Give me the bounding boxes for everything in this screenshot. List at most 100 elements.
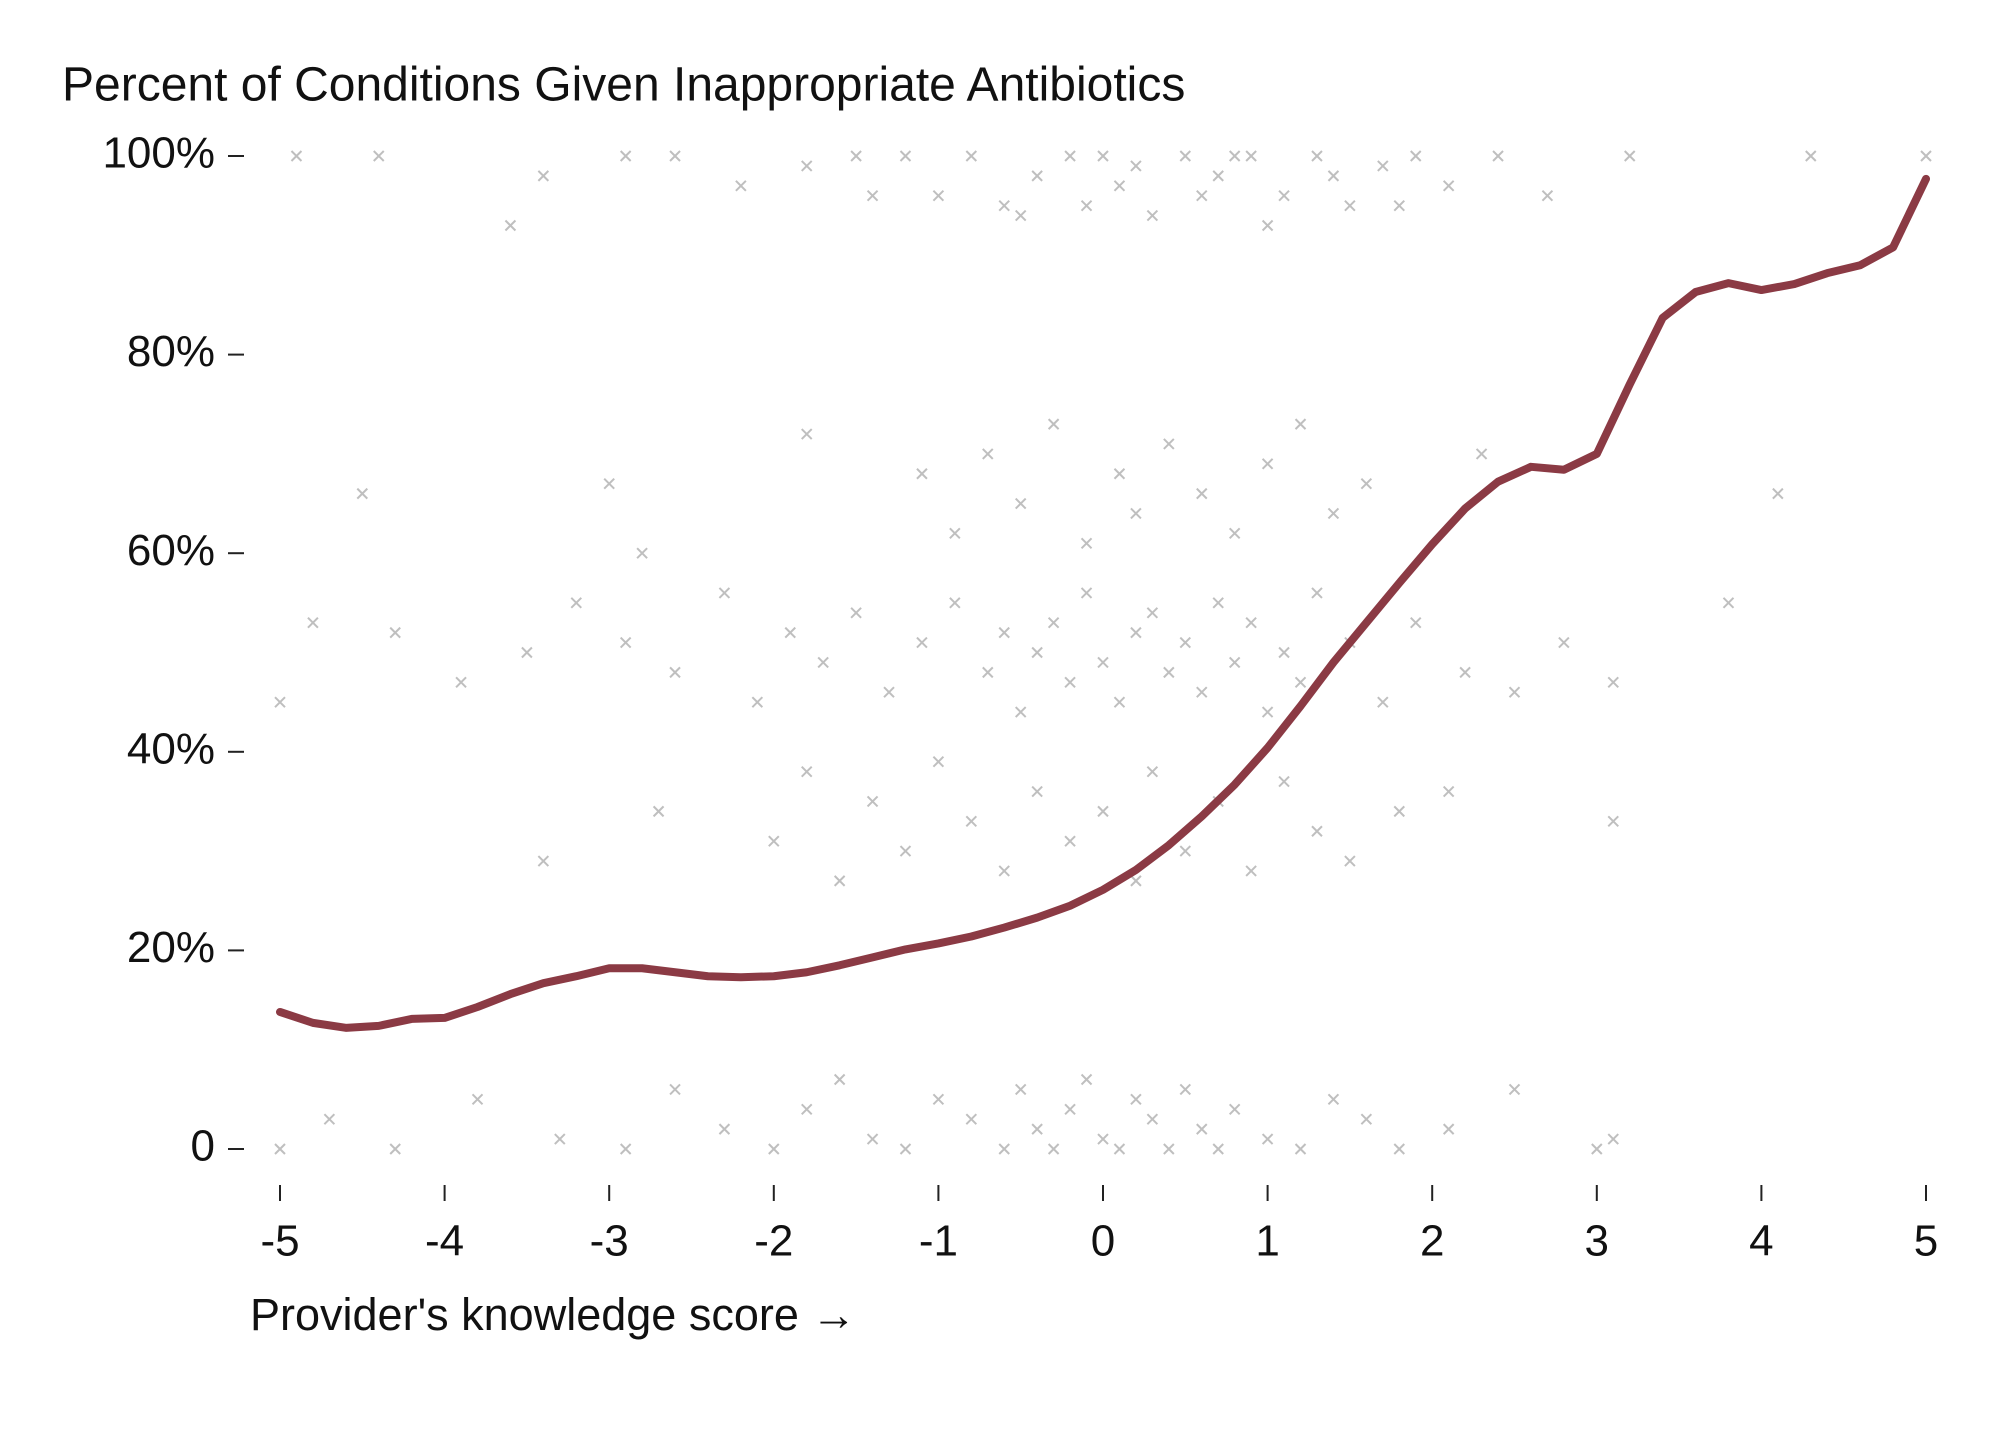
y-tick-label: 40%	[127, 724, 215, 773]
scatter-point	[965, 150, 978, 162]
scatter-point	[817, 656, 829, 669]
scatter-point	[1080, 1073, 1093, 1086]
trend-line	[276, 174, 1930, 1032]
scatter-point	[1196, 1123, 1208, 1135]
scatter-point	[1508, 686, 1521, 698]
scatter-point	[751, 696, 764, 708]
scatter-point	[1163, 1143, 1175, 1155]
scatter-point	[1624, 150, 1636, 162]
scatter-point	[1163, 666, 1175, 679]
scatter-point	[1261, 1133, 1274, 1145]
scatter-point	[1097, 805, 1109, 818]
scatter-point	[1097, 1133, 1109, 1145]
scatter-point	[1047, 617, 1060, 629]
scatter-point	[1311, 150, 1323, 162]
scatter-point	[1393, 805, 1405, 818]
scatter-point	[1179, 845, 1192, 857]
scatter-point	[1212, 170, 1224, 182]
y-tick-label: 0	[191, 1122, 215, 1171]
x-tick-label: -3	[590, 1217, 629, 1266]
scatter-point	[949, 527, 961, 540]
scatter-point	[1442, 785, 1455, 798]
scatter-point	[1508, 1083, 1521, 1096]
scatter-point	[768, 1143, 780, 1155]
scatter-point	[932, 190, 945, 202]
scatter-point	[1245, 865, 1257, 877]
scatter-point	[784, 626, 796, 639]
scatter-point	[1047, 1143, 1060, 1155]
scatter-point	[1410, 617, 1422, 629]
scatter-point	[1130, 875, 1142, 887]
scatter-point	[389, 626, 401, 639]
scatter-point	[1591, 1143, 1603, 1155]
scatter-point	[1442, 180, 1455, 192]
x-tick-label: 0	[1091, 1217, 1115, 1266]
scatter-point	[1212, 597, 1224, 609]
scatter-point	[1377, 696, 1389, 708]
scatter-point	[1130, 626, 1142, 639]
scatter-point	[323, 1113, 336, 1125]
scatter-point	[274, 1143, 286, 1155]
scatter-point	[916, 636, 928, 649]
scatter-point	[1080, 587, 1093, 599]
scatter-point	[866, 190, 879, 202]
scatter-point	[932, 1093, 945, 1106]
scatter-point	[801, 428, 813, 440]
scatter-point	[1327, 1093, 1340, 1106]
scatter-point	[274, 696, 286, 708]
scatter-point	[1146, 607, 1159, 619]
scatter-point	[1163, 438, 1175, 450]
scatter-point	[1047, 418, 1060, 430]
x-tick-label: -4	[425, 1217, 464, 1266]
chart-title: Percent of Conditions Given Inappropriat…	[62, 59, 1185, 112]
scatter-point	[290, 150, 303, 162]
scatter-point	[1805, 150, 1817, 162]
scatter-point	[883, 686, 895, 698]
x-axis-label: Provider's knowledge score →	[250, 1289, 856, 1340]
scatter-point	[1031, 785, 1043, 798]
scatter-point	[1541, 190, 1554, 202]
scatter-point	[1278, 775, 1290, 788]
scatter-point	[1014, 706, 1027, 718]
scatter-point	[636, 547, 648, 559]
scatter-point	[1064, 1103, 1076, 1115]
scatter-point	[998, 1143, 1010, 1155]
scatter-point	[899, 845, 912, 857]
scatter-point	[1196, 686, 1208, 698]
scatter-point	[1607, 676, 1619, 688]
scatter-point	[1261, 706, 1274, 718]
scatter-point	[1014, 497, 1027, 510]
scatter-point	[1064, 676, 1076, 688]
scatter-point	[1113, 180, 1126, 192]
scatter-point	[1130, 1093, 1142, 1106]
scatter-point	[521, 646, 533, 659]
scatter-point	[455, 676, 467, 688]
scatter-point	[1080, 537, 1093, 549]
scatter-point	[1097, 656, 1109, 669]
scatter-point	[1360, 477, 1373, 490]
scatter-point	[537, 170, 550, 182]
scatter-point	[1179, 1083, 1192, 1096]
scatter-point	[1278, 646, 1290, 659]
scatter-point	[1146, 1113, 1159, 1125]
scatter-point	[801, 1103, 813, 1115]
scatter-point	[619, 150, 632, 162]
scatter-point	[389, 1143, 401, 1155]
scatter-point	[307, 617, 319, 629]
scatter-point	[1327, 170, 1340, 182]
scatter-point	[1031, 170, 1043, 182]
y-tick-label: 20%	[127, 923, 215, 972]
scatter-point	[1475, 448, 1488, 460]
scatter-point	[833, 875, 846, 887]
scatter-point	[1327, 507, 1340, 520]
scatter-point	[982, 666, 994, 679]
scatter-point	[554, 1133, 566, 1145]
scatter-point	[619, 1143, 632, 1155]
scatter-point	[1130, 160, 1142, 172]
x-tick-label: 3	[1585, 1217, 1609, 1266]
scatter-point	[1772, 487, 1784, 500]
y-tick-label: 60%	[127, 526, 215, 575]
scatter-point	[1558, 636, 1570, 649]
scatter-point	[537, 855, 550, 867]
scatter-point	[669, 1083, 681, 1096]
